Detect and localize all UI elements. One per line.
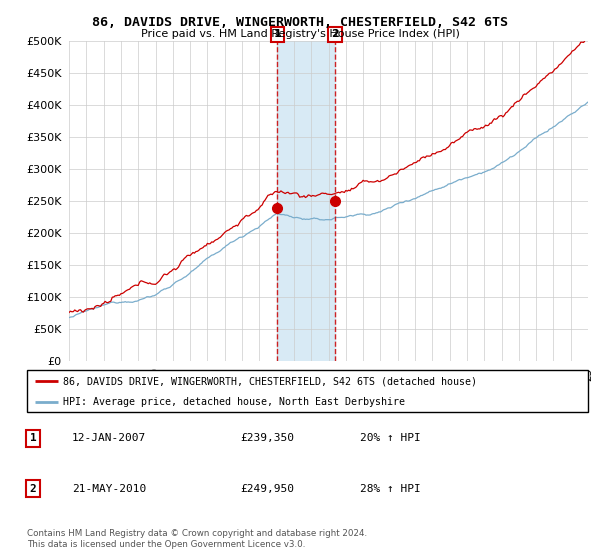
Text: £249,950: £249,950 xyxy=(240,484,294,493)
Text: 1: 1 xyxy=(273,29,281,39)
Text: Price paid vs. HM Land Registry's House Price Index (HPI): Price paid vs. HM Land Registry's House … xyxy=(140,29,460,39)
Text: HPI: Average price, detached house, North East Derbyshire: HPI: Average price, detached house, Nort… xyxy=(64,398,406,407)
Text: £239,350: £239,350 xyxy=(240,433,294,443)
Bar xyxy=(277,41,335,361)
Text: 20% ↑ HPI: 20% ↑ HPI xyxy=(360,433,421,443)
Text: Contains HM Land Registry data © Crown copyright and database right 2024.
This d: Contains HM Land Registry data © Crown c… xyxy=(27,529,367,549)
Text: 2: 2 xyxy=(29,484,37,493)
Text: 21-MAY-2010: 21-MAY-2010 xyxy=(72,484,146,493)
Text: 86, DAVIDS DRIVE, WINGERWORTH, CHESTERFIELD, S42 6TS: 86, DAVIDS DRIVE, WINGERWORTH, CHESTERFI… xyxy=(92,16,508,29)
Text: 86, DAVIDS DRIVE, WINGERWORTH, CHESTERFIELD, S42 6TS (detached house): 86, DAVIDS DRIVE, WINGERWORTH, CHESTERFI… xyxy=(64,376,478,386)
Text: 1: 1 xyxy=(29,433,37,443)
Text: 12-JAN-2007: 12-JAN-2007 xyxy=(72,433,146,443)
Text: 28% ↑ HPI: 28% ↑ HPI xyxy=(360,484,421,493)
Text: 2: 2 xyxy=(331,29,339,39)
